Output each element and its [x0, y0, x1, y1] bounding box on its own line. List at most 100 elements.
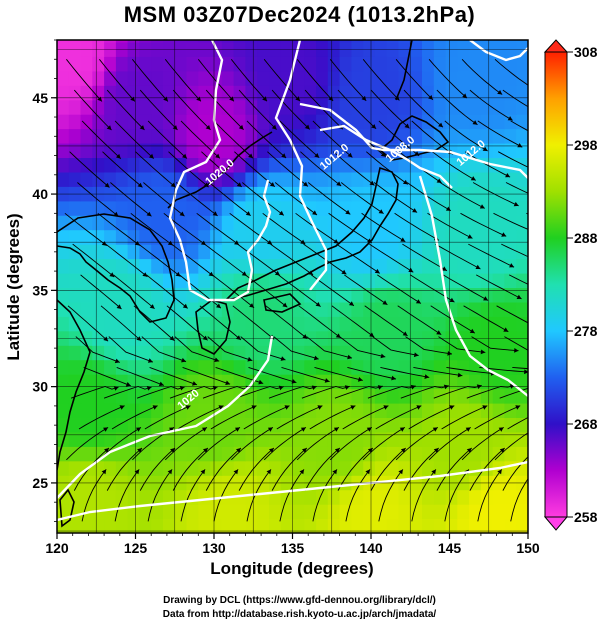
- field-cell: [104, 157, 117, 173]
- streamline: [329, 427, 373, 461]
- streamline-arrow: [380, 152, 386, 157]
- field-cell: [339, 446, 352, 462]
- field-cell: [422, 128, 435, 144]
- field-cell: [210, 287, 223, 303]
- field-cell: [80, 244, 93, 260]
- field-cell: [363, 504, 376, 520]
- streamline-arrow: [134, 469, 140, 475]
- field-cell: [245, 171, 258, 187]
- field-cell: [139, 489, 152, 505]
- field-cell: [316, 200, 329, 216]
- field-cell: [186, 99, 199, 115]
- field-cell: [480, 460, 494, 476]
- field-cell: [92, 200, 105, 216]
- field-cell: [139, 85, 152, 101]
- field-cell: [374, 40, 388, 43]
- streamline-arrow: [580, 349, 584, 354]
- field-cell: [351, 171, 364, 187]
- field-cell: [210, 244, 223, 260]
- y-axis-label: Latitude (degrees): [4, 213, 23, 360]
- field-cell: [469, 229, 482, 245]
- field-cell: [516, 85, 528, 101]
- field-cell: [245, 403, 258, 418]
- field-cell: [516, 258, 528, 274]
- field-cell: [457, 374, 470, 390]
- field-cell: [433, 99, 447, 115]
- coastline-manchuria: [167, 131, 273, 209]
- field-cell: [151, 504, 164, 520]
- streamline-arrow: [278, 210, 284, 216]
- field-cell: [221, 157, 235, 173]
- field-cell: [80, 85, 93, 101]
- streamline: [446, 366, 496, 375]
- field-cell: [233, 518, 246, 533]
- field-cell: [269, 157, 282, 173]
- streamline-arrow: [532, 427, 537, 431]
- field-cell: [398, 273, 411, 288]
- coastlines: [57, 40, 450, 528]
- field-cell: [139, 200, 152, 216]
- field-cell: [480, 85, 494, 101]
- field-cell: [245, 99, 258, 115]
- streamline: [461, 58, 503, 95]
- field-cell: [492, 431, 506, 447]
- field-cell: [386, 114, 400, 130]
- field-cell: [327, 374, 341, 390]
- field-cell: [445, 388, 458, 404]
- field-cell: [115, 518, 129, 533]
- streamline-arrow: [251, 405, 257, 410]
- field-cell: [233, 273, 246, 288]
- field-cell: [351, 258, 364, 274]
- field-cell: [127, 287, 140, 303]
- streamline: [207, 336, 253, 362]
- field-cell: [422, 70, 435, 86]
- field-cell: [221, 460, 235, 476]
- field-cell: [316, 345, 329, 361]
- field-cell: [351, 345, 364, 361]
- streamline-arrow: [335, 333, 341, 338]
- field-cell: [92, 157, 105, 173]
- streamline: [132, 59, 169, 102]
- field-cell: [163, 316, 176, 332]
- field-cell: [351, 215, 364, 231]
- field-cell: [316, 359, 329, 375]
- field-cell: [80, 403, 93, 418]
- streamline: [230, 427, 274, 461]
- streamline-arrow: [300, 239, 306, 245]
- streamline-arrow: [507, 116, 513, 121]
- field-cell: [339, 301, 352, 317]
- field-cell: [410, 460, 423, 476]
- field-cell: [469, 85, 482, 101]
- streamline-arrow: [377, 385, 383, 390]
- field-cell: [163, 157, 176, 173]
- field-cell: [257, 316, 270, 332]
- streamline: [270, 243, 314, 276]
- x-axis: 120 125 130 135 140 145 150: [45, 533, 540, 556]
- field-cell: [445, 99, 458, 115]
- field-cell: [410, 171, 423, 187]
- field-cell: [516, 431, 528, 447]
- coastline-honshu: [223, 166, 399, 302]
- field-cell: [445, 229, 458, 245]
- field-cell: [433, 489, 447, 505]
- streamline-arrow: [361, 95, 367, 101]
- streamline: [242, 182, 285, 216]
- field-cell: [386, 388, 400, 404]
- field-cell: [433, 403, 447, 418]
- streamline-arrow: [479, 204, 485, 209]
- field-cell: [280, 417, 294, 433]
- streamline-arrow: [169, 427, 174, 432]
- field-cell: [304, 345, 317, 361]
- streamline-arrow: [247, 356, 253, 362]
- field-cell: [316, 215, 329, 231]
- field-cell: [351, 417, 364, 433]
- field-cell: [104, 40, 117, 43]
- field-cell: [398, 460, 411, 476]
- streamline-arrow: [274, 270, 280, 276]
- streamline-arrow: [258, 379, 264, 385]
- field-cell: [257, 114, 270, 130]
- field-cell: [469, 518, 482, 533]
- streamline-arrow: [515, 405, 521, 410]
- streamline-arrow: [410, 384, 416, 390]
